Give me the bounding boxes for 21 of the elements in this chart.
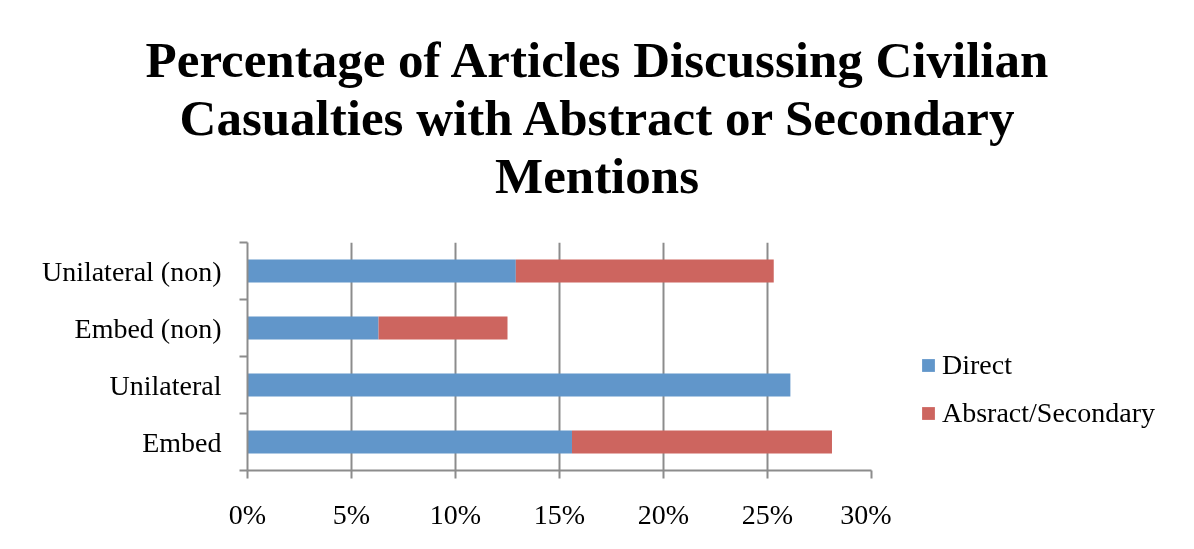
bar <box>247 316 379 340</box>
x-tick-label: 30% <box>840 498 892 530</box>
x-tick-label: 20% <box>637 498 690 530</box>
y-tick-label: Unilateral (non) <box>41 255 222 287</box>
x-tick-label: 25% <box>741 498 794 530</box>
x-tick-label: 15% <box>533 498 586 530</box>
y-tick-label: Embed <box>142 426 222 458</box>
bar <box>571 430 832 454</box>
bar <box>247 430 572 454</box>
y-tick-label: Embed (non) <box>74 312 222 344</box>
x-tick-label: 5% <box>332 498 371 530</box>
bar <box>378 316 508 340</box>
bar <box>247 373 791 397</box>
bar <box>515 259 774 283</box>
x-tick-label: 0% <box>228 498 267 530</box>
legend-label: Absract/Secondary <box>942 397 1156 429</box>
x-tick-label: 10% <box>429 498 482 530</box>
y-tick-label: Unilateral <box>109 369 222 401</box>
legend-label: Direct <box>942 349 1012 381</box>
bar <box>247 259 516 283</box>
chart-title: Percentage of Articles Discussing Civilian Casualties with Abstract or Secondary Mentions <box>144 31 1050 205</box>
